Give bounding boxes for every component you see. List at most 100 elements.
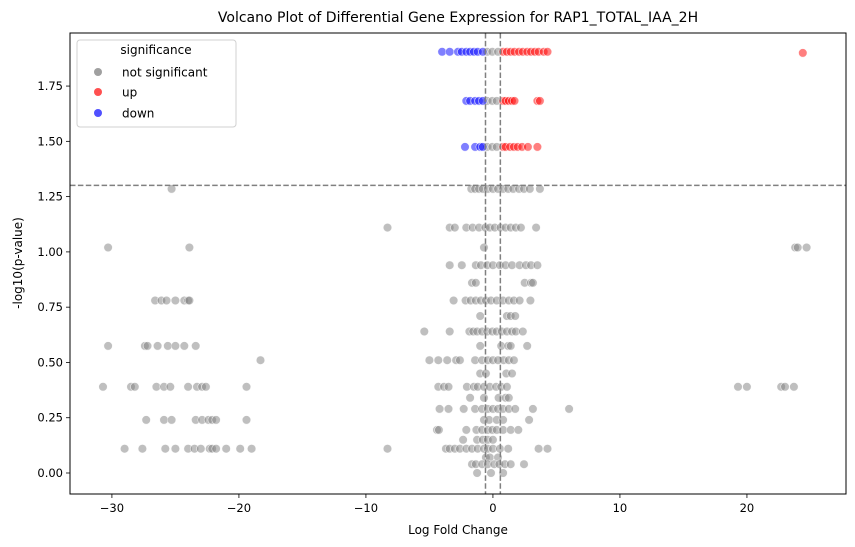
point-not-significant bbox=[564, 404, 574, 414]
point-not-significant bbox=[434, 425, 444, 435]
point-not-significant bbox=[184, 242, 194, 253]
point-not-significant bbox=[509, 355, 519, 365]
point-not-significant bbox=[196, 444, 206, 454]
point-not-significant bbox=[518, 326, 528, 337]
point-up bbox=[532, 142, 543, 152]
series-not-significant bbox=[98, 47, 812, 478]
x-axis: −30 −20 −10 0 10 20 bbox=[100, 494, 754, 515]
legend-box bbox=[76, 39, 237, 128]
point-not-significant bbox=[382, 444, 393, 454]
point-not-significant bbox=[165, 382, 175, 392]
point-not-significant bbox=[435, 404, 445, 414]
point-not-significant bbox=[510, 311, 520, 321]
point-not-significant bbox=[510, 404, 520, 414]
point-not-significant bbox=[443, 404, 454, 414]
legend-marker-up bbox=[94, 88, 102, 96]
point-not-significant bbox=[542, 444, 553, 454]
point-not-significant bbox=[506, 459, 516, 469]
x-tick-label: 20 bbox=[740, 501, 755, 515]
point-not-significant bbox=[465, 393, 475, 403]
point-not-significant bbox=[742, 382, 752, 392]
point-not-significant bbox=[524, 415, 534, 425]
point-not-significant bbox=[161, 295, 172, 306]
point-not-significant bbox=[142, 341, 153, 351]
point-not-significant bbox=[472, 468, 482, 478]
y-tick-label: 0.50 bbox=[37, 355, 63, 369]
point-not-significant bbox=[191, 341, 201, 351]
point-not-significant bbox=[532, 260, 543, 270]
point-not-significant bbox=[801, 242, 812, 253]
point-not-significant bbox=[789, 382, 799, 392]
point-not-significant bbox=[98, 382, 108, 392]
chart-title: Volcano Plot of Differential Gene Expres… bbox=[218, 10, 698, 26]
point-not-significant bbox=[153, 341, 163, 351]
point-not-significant bbox=[119, 444, 130, 454]
point-up bbox=[509, 96, 520, 106]
point-not-significant bbox=[235, 444, 245, 454]
point-not-significant bbox=[475, 341, 485, 351]
legend-label-down: down bbox=[122, 107, 154, 121]
point-not-significant bbox=[211, 444, 221, 454]
point-not-significant bbox=[461, 425, 471, 435]
point-not-significant bbox=[103, 242, 113, 253]
point-up bbox=[798, 48, 808, 58]
point-not-significant bbox=[183, 382, 193, 392]
y-axis: 0.00 0.25 0.50 0.75 1.00 1.25 1.50 1.75 bbox=[37, 79, 70, 480]
threshold-lines bbox=[70, 33, 846, 494]
point-not-significant bbox=[137, 444, 147, 454]
point-not-significant bbox=[525, 295, 536, 306]
point-not-significant bbox=[488, 435, 498, 445]
point-not-significant bbox=[533, 444, 544, 454]
point-down bbox=[460, 142, 470, 152]
point-not-significant bbox=[241, 382, 252, 392]
y-axis-label: -log10(p-value) bbox=[11, 217, 25, 309]
point-not-significant bbox=[479, 242, 489, 253]
series-up bbox=[498, 47, 808, 152]
point-not-significant bbox=[184, 295, 194, 306]
point-not-significant bbox=[506, 341, 516, 351]
data-points bbox=[98, 47, 812, 478]
point-not-significant bbox=[514, 295, 525, 306]
point-not-significant bbox=[445, 260, 455, 270]
point-not-significant bbox=[471, 278, 481, 288]
y-tick-label: 1.50 bbox=[37, 134, 63, 148]
x-tick-label: −30 bbox=[100, 501, 124, 515]
point-up bbox=[523, 142, 533, 152]
point-not-significant bbox=[382, 223, 393, 233]
point-not-significant bbox=[433, 355, 443, 365]
point-not-significant bbox=[160, 444, 170, 454]
point-not-significant bbox=[528, 278, 538, 288]
point-not-significant bbox=[793, 242, 803, 253]
legend-label-not-significant: not significant bbox=[122, 66, 208, 80]
plot-area bbox=[69, 32, 847, 495]
x-axis-label: Log Fold Change bbox=[408, 523, 508, 537]
point-not-significant bbox=[503, 444, 513, 454]
x-tick-label: −10 bbox=[354, 501, 378, 515]
point-not-significant bbox=[479, 393, 489, 403]
point-not-significant bbox=[241, 415, 252, 425]
point-not-significant bbox=[519, 459, 529, 469]
point-not-significant bbox=[486, 468, 496, 478]
point-not-significant bbox=[141, 415, 151, 425]
y-tick-label: 0.25 bbox=[37, 411, 63, 425]
x-tick-label: 0 bbox=[489, 501, 496, 515]
point-not-significant bbox=[458, 435, 468, 445]
point-not-significant bbox=[247, 444, 257, 454]
legend: significance not significant up down bbox=[76, 39, 237, 128]
point-not-significant bbox=[455, 355, 465, 365]
point-not-significant bbox=[442, 355, 452, 365]
point-not-significant bbox=[516, 223, 526, 233]
x-tick-label: −20 bbox=[227, 501, 251, 515]
axes-frame bbox=[69, 32, 847, 495]
point-not-significant bbox=[513, 425, 523, 435]
point-not-significant bbox=[504, 393, 514, 403]
point-not-significant bbox=[507, 368, 517, 379]
y-tick-label: 1.75 bbox=[37, 79, 63, 93]
point-down bbox=[445, 47, 455, 57]
y-tick-label: 1.25 bbox=[37, 190, 63, 204]
y-tick-label: 0.00 bbox=[37, 466, 63, 480]
point-not-significant bbox=[457, 260, 467, 270]
point-not-significant bbox=[502, 382, 512, 392]
point-not-significant bbox=[179, 341, 189, 351]
point-not-significant bbox=[211, 415, 221, 425]
